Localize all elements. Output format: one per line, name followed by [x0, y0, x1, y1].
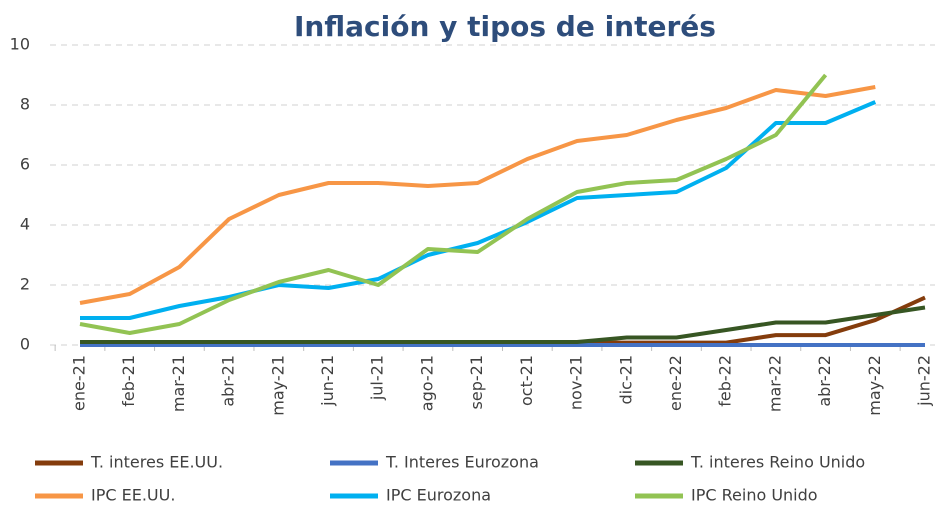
y-tick-label: 2 [20, 275, 30, 294]
legend-label: T. interes EE.UU. [90, 453, 223, 472]
x-tick-label: jun-21 [318, 355, 337, 407]
x-tick-label: ago-21 [417, 355, 436, 411]
x-tick-label: mar-22 [765, 355, 784, 412]
legend-label: T. interes Reino Unido [690, 453, 865, 472]
series-line [80, 100, 877, 320]
y-tick-label: 0 [20, 335, 30, 354]
legend-label: T. Interes Eurozona [385, 453, 539, 472]
x-tick-label: feb-21 [119, 355, 138, 407]
series-line [79, 73, 828, 335]
x-tick-label: ene-22 [666, 355, 685, 411]
x-tick-label: may-22 [865, 355, 884, 416]
x-tick-label: jun-22 [915, 355, 934, 407]
y-tick-label: 4 [20, 215, 30, 234]
y-tick-label: 10 [10, 35, 30, 54]
series-line [80, 295, 926, 345]
y-tick-label: 8 [20, 95, 30, 114]
x-tick-label: feb-22 [716, 355, 735, 407]
series-line [79, 85, 876, 305]
x-tick-label: nov-21 [567, 355, 586, 410]
legend-label: IPC Eurozona [386, 486, 491, 505]
chart-title: Inflación y tipos de interés [294, 10, 716, 43]
x-tick-label: abr-22 [815, 355, 834, 407]
y-tick-label: 6 [20, 155, 30, 174]
x-tick-label: mar-21 [169, 355, 188, 412]
x-tick-label: dic-21 [616, 355, 635, 405]
series-line [80, 305, 926, 344]
x-tick-label: oct-21 [517, 355, 536, 406]
legend-label: IPC Reino Unido [691, 486, 818, 505]
legend-label: IPC EE.UU. [91, 486, 175, 505]
x-tick-label: ene-21 [70, 355, 89, 411]
x-tick-label: jul-21 [368, 355, 387, 401]
x-tick-label: abr-21 [219, 355, 238, 407]
x-tick-label: may-21 [268, 355, 287, 416]
x-tick-label: sep-21 [467, 355, 486, 409]
